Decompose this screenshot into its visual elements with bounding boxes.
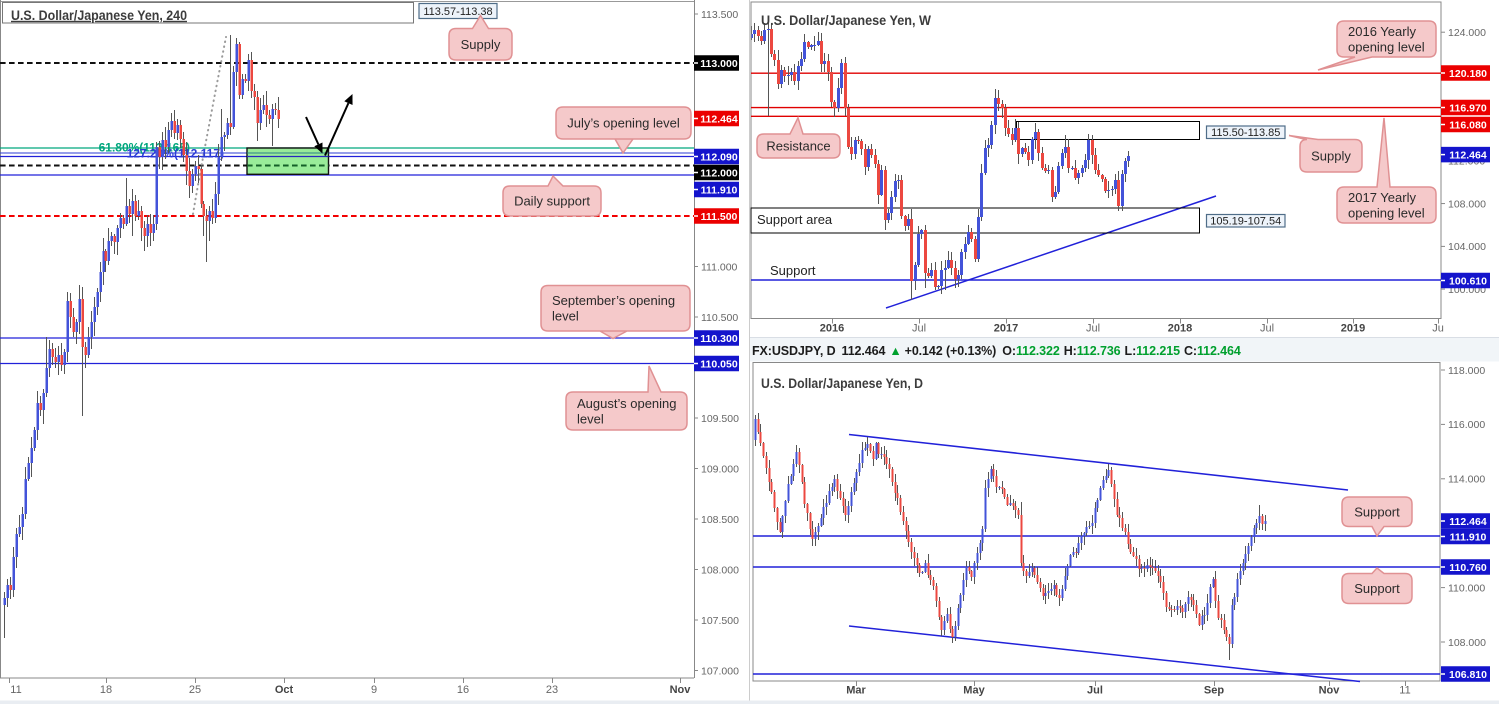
svg-text:Daily support: Daily support	[514, 194, 590, 209]
svg-text:August’s opening: August’s opening	[577, 396, 677, 411]
svg-text:111.910: 111.910	[1450, 531, 1487, 543]
svg-text:Jul: Jul	[1086, 323, 1100, 335]
svg-text:11: 11	[1399, 685, 1410, 697]
svg-text:Jul: Jul	[912, 323, 926, 335]
svg-text:110.300: 110.300	[700, 333, 738, 345]
svg-text:110.500: 110.500	[701, 312, 738, 324]
svg-text:Nov: Nov	[1319, 685, 1341, 697]
svg-text:110.050: 110.050	[700, 358, 738, 370]
svg-text:Jul: Jul	[1087, 685, 1103, 697]
svg-text:U.S. Dollar/Japanese Yen, D: U.S. Dollar/Japanese Yen, D	[761, 376, 923, 391]
svg-text:2016 Yearly: 2016 Yearly	[1348, 24, 1416, 39]
svg-text:Support: Support	[1354, 581, 1400, 596]
svg-text:108.000: 108.000	[1448, 198, 1486, 210]
svg-text:114.000: 114.000	[1448, 474, 1485, 486]
svg-text:23: 23	[546, 684, 558, 696]
svg-text:105.19-107.54: 105.19-107.54	[1210, 216, 1281, 228]
svg-text:11: 11	[10, 684, 21, 696]
svg-text:2017: 2017	[994, 323, 1018, 335]
svg-text:118.000: 118.000	[1448, 365, 1485, 377]
svg-text:115.50-113.85: 115.50-113.85	[1211, 127, 1280, 139]
svg-text:level: level	[577, 411, 604, 426]
svg-text:Ju: Ju	[1432, 323, 1444, 335]
svg-text:112.090: 112.090	[700, 151, 738, 163]
svg-text:Resistance: Resistance	[766, 139, 830, 154]
svg-text:September’s opening: September’s opening	[552, 293, 675, 308]
svg-text:Sep: Sep	[1204, 685, 1224, 697]
svg-text:2018: 2018	[1168, 323, 1192, 335]
svg-text:25: 25	[189, 684, 201, 696]
svg-text:107.000: 107.000	[701, 665, 739, 677]
svg-text:Nov: Nov	[670, 684, 692, 696]
svg-text:Support area: Support area	[757, 212, 833, 227]
svg-text:opening level: opening level	[1348, 39, 1425, 54]
svg-text:106.810: 106.810	[1449, 669, 1487, 681]
svg-text:Jul: Jul	[1260, 323, 1274, 335]
svg-text:110.760: 110.760	[1449, 562, 1487, 574]
svg-text:111.500: 111.500	[701, 211, 738, 223]
svg-text:112.464: 112.464	[1449, 149, 1487, 161]
svg-text:9: 9	[371, 684, 377, 696]
svg-text:Support: Support	[1354, 504, 1400, 519]
svg-text:2017 Yearly: 2017 Yearly	[1348, 190, 1416, 205]
svg-text:113.57-113.38: 113.57-113.38	[423, 6, 492, 18]
svg-text:2016: 2016	[820, 323, 844, 335]
svg-text:109.500: 109.500	[701, 413, 739, 425]
svg-text:111.910: 111.910	[701, 184, 738, 196]
svg-text:opening level: opening level	[1348, 205, 1425, 220]
svg-text:124.000: 124.000	[1448, 27, 1486, 39]
svg-text:Support: Support	[770, 263, 816, 278]
svg-text:Supply: Supply	[461, 37, 501, 52]
svg-text:16: 16	[457, 684, 469, 696]
svg-text:2019: 2019	[1341, 323, 1365, 335]
svg-text:July’s opening level: July’s opening level	[567, 116, 680, 131]
svg-text:level: level	[552, 309, 579, 324]
svg-text:108.000: 108.000	[1448, 637, 1486, 649]
svg-text:111.000: 111.000	[701, 261, 738, 273]
svg-text:61.80%(112.165): 61.80%(112.165)	[99, 141, 190, 155]
svg-text:104.000: 104.000	[1448, 241, 1486, 253]
svg-text:127.20%(112.117): 127.20%(112.117)	[127, 147, 224, 161]
svg-text:112.464: 112.464	[1449, 516, 1487, 528]
svg-text:112.000: 112.000	[700, 167, 738, 179]
svg-text:109.000: 109.000	[701, 463, 739, 475]
svg-text:U.S. Dollar/Japanese Yen, W: U.S. Dollar/Japanese Yen, W	[761, 13, 931, 28]
svg-text:Mar: Mar	[846, 685, 866, 697]
svg-text:108.500: 108.500	[701, 514, 739, 526]
svg-text:113.500: 113.500	[701, 9, 738, 21]
svg-text:116.000: 116.000	[1448, 419, 1485, 431]
svg-text:May: May	[963, 685, 985, 697]
svg-text:112.464: 112.464	[700, 113, 738, 125]
svg-text:113.000: 113.000	[700, 58, 738, 70]
svg-text:18: 18	[100, 684, 112, 696]
svg-text:Supply: Supply	[1311, 148, 1351, 163]
svg-text:108.000: 108.000	[701, 564, 739, 576]
svg-text:110.000: 110.000	[1448, 582, 1485, 594]
svg-text:120.180: 120.180	[1449, 68, 1487, 80]
svg-text:100.610: 100.610	[1449, 275, 1487, 287]
svg-text:Oct: Oct	[275, 684, 294, 696]
svg-text:107.500: 107.500	[701, 615, 739, 627]
svg-text:116.080: 116.080	[1449, 119, 1487, 131]
svg-text:116.970: 116.970	[1449, 102, 1487, 114]
svg-text:U.S. Dollar/Japanese Yen, 240: U.S. Dollar/Japanese Yen, 240	[11, 7, 187, 23]
